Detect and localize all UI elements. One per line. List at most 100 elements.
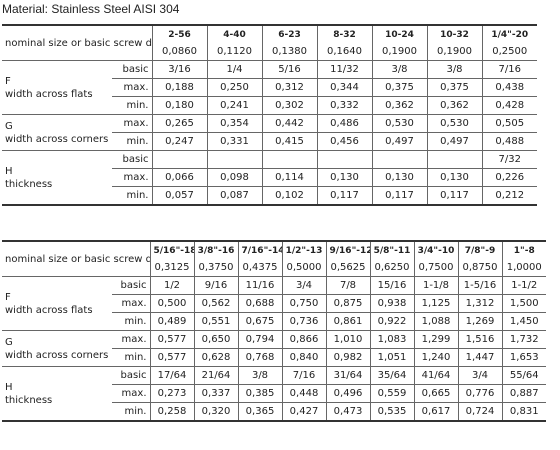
diameter: 0,1640 <box>316 43 372 61</box>
diameter: 0,1900 <box>371 43 427 61</box>
cell: 1,312 <box>457 294 502 313</box>
diameter: 0,5625 <box>325 259 370 277</box>
data-row: max. 0,066 0,098 0,114 0,130 0,130 0,130 0,226 <box>2 168 537 187</box>
cell: 0,724 <box>457 402 502 421</box>
cell: 3/16 <box>151 60 207 79</box>
cell: 0,486 <box>316 114 372 133</box>
cell: 0,362 <box>371 96 427 115</box>
diameter: 0,7500 <box>413 259 458 277</box>
row-label: min. <box>112 96 152 115</box>
cell: 0,505 <box>481 114 537 133</box>
size: 6-23 <box>261 25 317 43</box>
diameter: 0,2500 <box>481 43 537 61</box>
cell: 0,344 <box>316 78 372 97</box>
cell: 1,299 <box>413 330 458 349</box>
cell: 1,732 <box>501 330 546 349</box>
cell: 0,247 <box>151 132 207 151</box>
data-row: min. 0,180 0,241 0,302 0,332 0,362 0,362 0,428 <box>2 96 537 115</box>
group-description: width across flats <box>5 88 93 100</box>
size: 7/8"-9 <box>457 241 502 259</box>
cell: 0,665 <box>413 384 458 403</box>
row-label: max. <box>112 114 152 133</box>
diameter: 0,3125 <box>149 259 194 277</box>
header-row: nominal size or basic screw diameter2-56… <box>2 25 537 49</box>
cell: 1-1/2 <box>501 276 546 295</box>
cell: 1,516 <box>457 330 502 349</box>
cell: 0,562 <box>193 294 238 313</box>
size: 1/2"-13 <box>281 241 326 259</box>
cell: 0,258 <box>149 402 194 421</box>
cell: 0,098 <box>206 168 262 187</box>
group-letter: F <box>5 75 11 87</box>
cell <box>426 150 482 169</box>
cell: 0,577 <box>149 348 194 367</box>
diameter: 0,1900 <box>426 43 482 61</box>
cell: 41/64 <box>413 366 458 385</box>
cell: 0,117 <box>316 186 372 205</box>
size: 9/16"-12 <box>325 241 370 259</box>
size: 5/16"-18 <box>149 241 194 259</box>
cell: 0,438 <box>481 78 537 97</box>
data-row: min. 0,577 0,628 0,768 0,840 0,982 1,051 1,240 1… <box>2 348 546 367</box>
cell: 0,117 <box>371 186 427 205</box>
cell: 31/64 <box>325 366 370 385</box>
cell: 0,265 <box>151 114 207 133</box>
diameter: 0,0860 <box>151 43 207 61</box>
size: 7/16"-14 <box>237 241 282 259</box>
diameter: 0,5000 <box>281 259 326 277</box>
cell: 1,653 <box>501 348 546 367</box>
cell: 0,365 <box>237 402 282 421</box>
cell: 0,535 <box>369 402 414 421</box>
cell: 0,250 <box>206 78 262 97</box>
group-description: width across corners <box>5 349 109 361</box>
cell: 0,130 <box>426 168 482 187</box>
cell: 0,087 <box>206 186 262 205</box>
data-row: min. 0,057 0,087 0,102 0,117 0,117 0,117 0,212 <box>2 186 537 205</box>
cell: 0,375 <box>426 78 482 97</box>
header-label: nominal size or basic screw diameter <box>5 37 152 49</box>
cell: 0,794 <box>237 330 282 349</box>
cell: 1,450 <box>501 312 546 331</box>
header-label: nominal size or basic screw diameter <box>5 253 150 265</box>
cell: 1,010 <box>325 330 370 349</box>
size: 10-32 <box>426 25 482 43</box>
cell: 0,312 <box>261 78 317 97</box>
cell: 1/4 <box>206 60 262 79</box>
cell: 0,375 <box>371 78 427 97</box>
cell: 0,273 <box>149 384 194 403</box>
cell: 0,188 <box>151 78 207 97</box>
cell: 3/8 <box>237 366 282 385</box>
cell: 15/16 <box>369 276 414 295</box>
size: 4-40 <box>206 25 262 43</box>
diameter: 0,6250 <box>369 259 414 277</box>
data-row: min. 0,258 0,320 0,365 0,427 0,473 0,535 0,617 0… <box>2 402 546 421</box>
cell: 1/2 <box>149 276 194 295</box>
cell <box>261 150 317 169</box>
cell: 0,488 <box>481 132 537 151</box>
cell: 1,447 <box>457 348 502 367</box>
cell: 0,337 <box>193 384 238 403</box>
cell: 0,489 <box>149 312 194 331</box>
cell: 3/4 <box>281 276 326 295</box>
cell: 0,415 <box>261 132 317 151</box>
data-row: max. 0,500 0,562 0,688 0,750 0,875 0,938 1,125 1… <box>2 294 546 313</box>
cell: 0,736 <box>281 312 326 331</box>
cell: 0,362 <box>426 96 482 115</box>
cell: 5/16 <box>261 60 317 79</box>
cell: 0,226 <box>481 168 537 187</box>
row-label: basic <box>112 60 152 79</box>
group-letter: G <box>5 336 13 348</box>
cell: 7/32 <box>481 150 537 169</box>
cell: 0,385 <box>237 384 282 403</box>
diameter: 1,0000 <box>501 259 546 277</box>
cell: 0,675 <box>237 312 282 331</box>
cell: 7/8 <box>325 276 370 295</box>
cell: 0,750 <box>281 294 326 313</box>
cell: 21/64 <box>193 366 238 385</box>
cell: 0,442 <box>261 114 317 133</box>
